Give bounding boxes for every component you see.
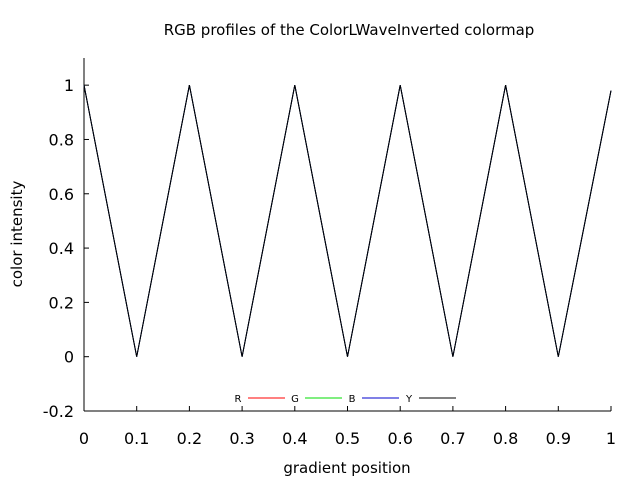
y-tick-label: -0.2 [43,402,74,421]
legend-label-b: B [349,394,356,405]
x-tick-label: 0.7 [440,429,465,448]
x-tick-label: 0.1 [124,429,149,448]
x-tick-label: 0.2 [177,429,202,448]
x-tick-label: 0 [79,429,89,448]
x-axis-label: gradient position [283,459,410,477]
legend-label-g: G [291,394,299,405]
x-tick-label: 0.6 [387,429,412,448]
y-tick-label: 0.4 [49,239,74,258]
x-tick-label: 0.5 [335,429,360,448]
legend-label-y: Y [405,394,413,405]
x-tick-label: 0.4 [282,429,307,448]
x-tick-label: 0.3 [229,429,254,448]
y-tick-label: 0 [64,348,74,367]
series-layer [83,85,612,357]
y-tick-label: 1 [64,76,74,95]
chart-title: RGB profiles of the ColorLWaveInverted c… [164,21,535,39]
legend-label-r: R [235,394,242,405]
y-axis-label: color intensity [8,181,26,288]
y-ticks: -0.2 0 0.2 0.4 0.6 0.8 1 [43,76,89,421]
x-tick-label: 1 [606,429,616,448]
series-line-y [83,85,612,357]
x-tick-label: 0.9 [546,429,571,448]
y-tick-label: 0.6 [49,185,74,204]
x-tick-label: 0.8 [493,429,518,448]
y-tick-label: 0.2 [49,293,74,312]
x-ticks: 0 0.1 0.2 0.3 0.4 0.5 0.6 0.7 0.8 0.9 1 [79,406,616,448]
y-tick-label: 0.8 [49,130,74,149]
